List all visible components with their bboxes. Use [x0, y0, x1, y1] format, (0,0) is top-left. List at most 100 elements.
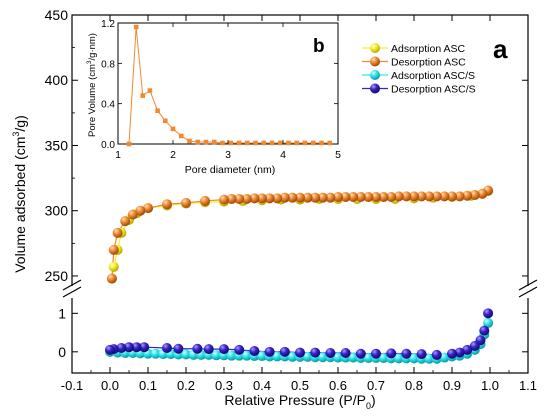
desorption-asc-point — [416, 191, 427, 202]
desorption-asc-s-point — [462, 344, 473, 355]
desorption-asc-s-point — [371, 348, 381, 359]
pore-distribution-point — [203, 139, 209, 145]
x-tick-label: 0.2 — [177, 378, 195, 393]
desorption-asc-s-point — [355, 348, 366, 359]
desorption-asc-s-point — [219, 344, 229, 355]
adsorption-asc-s-point — [393, 353, 404, 364]
desorption-asc-point — [302, 192, 313, 203]
x-tick-label: 0.5 — [291, 378, 309, 393]
x-tick-label: 0.8 — [405, 378, 423, 393]
y-tick-label: 400 — [45, 72, 69, 88]
desorption-asc-s-point — [295, 347, 305, 358]
legend-marker — [370, 56, 380, 67]
pore-distribution-point — [253, 140, 258, 146]
desorption-asc-s-point — [479, 325, 490, 336]
desorption-asc-point — [431, 191, 442, 202]
legend-marker — [370, 83, 380, 94]
pore-distribution-point — [244, 140, 250, 146]
desorption-asc-s-point — [279, 346, 290, 357]
adsorption-asc-s-point — [257, 351, 267, 362]
desorption-asc-s-point — [124, 342, 134, 353]
legend-marker — [370, 70, 380, 80]
desorption-asc-point — [386, 192, 397, 203]
desorption-asc-point — [287, 192, 298, 203]
inset-marks-layer — [126, 24, 333, 147]
adsorption-asc-s-point — [302, 351, 313, 362]
pore-distribution-point — [220, 140, 225, 146]
adsorption-asc-s-point — [287, 351, 298, 362]
pore-distribution-point — [133, 24, 139, 30]
x-tick-label: -0.1 — [61, 378, 83, 393]
desorption-asc-s-point — [310, 347, 321, 358]
pore-distribution-point — [187, 138, 192, 144]
pore-distribution-point — [261, 140, 267, 146]
desorption-asc-s-point — [249, 346, 260, 357]
adsorption-asc-s-point — [409, 353, 419, 364]
desorption-asc-s-point — [416, 349, 427, 360]
desorption-asc-point — [348, 192, 359, 203]
desorption-asc-point — [279, 192, 290, 203]
desorption-asc-s-point — [469, 341, 480, 352]
desorption-asc-s-point — [447, 348, 457, 359]
x-tick-label: 0.4 — [253, 378, 271, 393]
inset-axes-layer: 1 2 3 4 5 0.0 0.4 0.8 1.2 — [101, 19, 341, 161]
desorption-asc-point — [108, 244, 119, 255]
x-tick-label: 0.6 — [329, 378, 347, 393]
desorption-asc-point — [454, 191, 465, 202]
y-tick-label-lower: 1 — [58, 305, 66, 321]
desorption-asc-point — [257, 193, 267, 204]
desorption-asc-point — [393, 191, 404, 202]
pore-distribution-point — [319, 140, 324, 146]
desorption-asc-s-point — [454, 347, 465, 358]
desorption-asc-point — [143, 203, 153, 214]
desorption-asc-s-point — [105, 344, 115, 355]
desorption-asc-point — [234, 193, 245, 204]
desorption-asc-s-point — [325, 347, 336, 358]
inset-x-tick-label: 3 — [225, 149, 231, 161]
desorption-asc-point — [264, 193, 275, 204]
pore-distribution-point — [170, 126, 176, 132]
desorption-asc-s-point — [264, 346, 275, 357]
main-marks-layer — [105, 185, 494, 364]
adsorption-asc-s-point — [150, 348, 161, 359]
desorption-asc-s-point — [162, 342, 172, 353]
desorption-asc-point — [317, 192, 328, 203]
desorption-asc-point — [181, 197, 191, 208]
desorption-asc-point — [469, 190, 480, 201]
desorption-asc-point — [127, 209, 138, 220]
adsorption-asc-point — [108, 261, 119, 272]
pore-distribution-point — [126, 141, 132, 147]
desorption-asc-point — [378, 192, 389, 203]
desorption-asc-point — [219, 194, 229, 205]
desorption-asc-point — [401, 191, 412, 202]
desorption-asc-point — [249, 193, 260, 204]
pore-distribution-point — [195, 139, 201, 145]
inset-x-tick-label: 4 — [280, 149, 286, 161]
left-break-mark-upper — [62, 279, 82, 291]
y-tick-label: 350 — [45, 137, 69, 153]
inset-x-tick-label: 2 — [170, 149, 176, 161]
legend-label: Adsorption ASC — [391, 43, 466, 55]
y-tick-label-lower: 0 — [58, 344, 66, 360]
desorption-asc-s-point — [116, 342, 127, 353]
pore-distribution-point — [286, 140, 291, 146]
adsorption-asc-s-point — [181, 349, 191, 360]
desorption-asc-s-point — [401, 348, 412, 359]
desorption-asc-point — [439, 191, 450, 202]
right-break-mark-lower — [518, 286, 538, 298]
desorption-asc-s-point — [139, 342, 150, 353]
pore-distribution-point — [147, 88, 153, 93]
desorption-asc-point — [340, 192, 351, 203]
desorption-asc-point — [295, 192, 305, 203]
adsorption-asc-s-point — [439, 352, 450, 363]
desorption-asc-s-point — [203, 344, 214, 355]
adsorption-asc-s-point — [378, 352, 389, 363]
pore-distribution-point — [140, 93, 146, 98]
desorption-asc-s-point — [173, 343, 184, 354]
x-tick-label: 0.3 — [215, 378, 233, 393]
panel-label-b: b — [313, 36, 325, 57]
x-tick-label: 0.1 — [139, 378, 157, 393]
legend-marker — [370, 43, 380, 53]
